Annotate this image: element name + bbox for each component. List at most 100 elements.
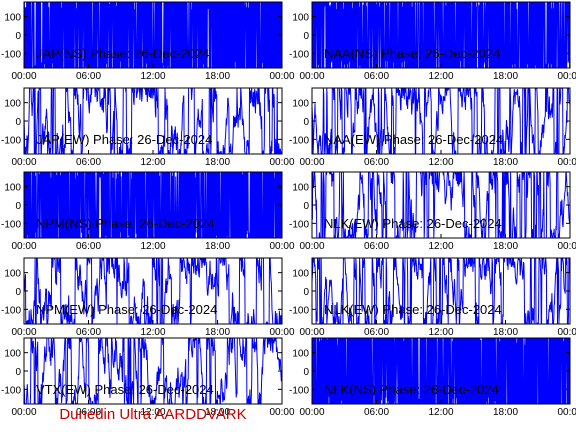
x-tick-label: 00:00 — [557, 407, 576, 418]
x-tick-label: 06:00 — [76, 407, 101, 418]
x-tick-label: 00:00 — [11, 71, 36, 82]
phase-panel: 1000-10000:0006:0012:0018:0000:00NAA(EW)… — [289, 87, 576, 168]
panel-label: NLK(NS) Phase: 26-Dec-2024 — [324, 382, 499, 397]
panel-label: NPM(NS) Phase: 26-Dec-2024 — [36, 216, 214, 231]
y-tick-label: 100 — [292, 269, 309, 280]
y-tick-label: 100 — [292, 183, 309, 194]
y-tick-label: 100 — [4, 13, 21, 24]
x-tick-label: 00:00 — [557, 157, 576, 168]
y-tick-label: -100 — [1, 49, 21, 60]
y-tick-label: 0 — [15, 367, 21, 378]
x-tick-label: 18:00 — [205, 327, 230, 338]
x-tick-label: 18:00 — [493, 327, 518, 338]
y-tick-label: 0 — [303, 201, 309, 212]
y-tick-label: 100 — [4, 183, 21, 194]
y-tick-label: 100 — [4, 349, 21, 360]
y-tick-label: -100 — [289, 49, 309, 60]
phase-trace — [24, 258, 282, 324]
x-tick-label: 06:00 — [364, 407, 389, 418]
y-tick-label: -100 — [1, 305, 21, 316]
y-tick-label: 100 — [292, 349, 309, 360]
y-tick-label: 0 — [15, 287, 21, 298]
x-tick-label: 00:00 — [299, 157, 324, 168]
x-tick-label: 06:00 — [364, 327, 389, 338]
phase-panel: 1000-10000:0006:0012:0018:0000:00NLK(NS)… — [289, 337, 576, 418]
x-tick-label: 00:00 — [269, 327, 294, 338]
x-tick-label: 00:00 — [11, 157, 36, 168]
x-tick-label: 12:00 — [428, 407, 453, 418]
y-tick-label: 100 — [4, 269, 21, 280]
phase-trace — [312, 88, 570, 154]
x-tick-label: 00:00 — [299, 407, 324, 418]
x-tick-label: 18:00 — [493, 157, 518, 168]
y-tick-label: -100 — [289, 305, 309, 316]
x-tick-label: 12:00 — [140, 327, 165, 338]
x-tick-label: 06:00 — [76, 157, 101, 168]
x-tick-label: 06:00 — [76, 327, 101, 338]
y-tick-label: 0 — [303, 367, 309, 378]
panel-label: JAP(EW) Phase: 26-Dec-2024 — [36, 132, 212, 147]
x-tick-label: 00:00 — [269, 407, 294, 418]
y-tick-label: -100 — [1, 385, 21, 396]
phase-trace — [312, 338, 570, 404]
x-tick-label: 06:00 — [364, 241, 389, 252]
phase-trace — [24, 172, 282, 238]
y-tick-label: -100 — [289, 385, 309, 396]
x-tick-label: 00:00 — [299, 327, 324, 338]
phase-panel: 1000-10000:0006:0012:0018:0000:00NLK(EW)… — [289, 171, 576, 252]
y-tick-label: 100 — [4, 99, 21, 110]
x-tick-label: 12:00 — [428, 71, 453, 82]
y-tick-label: 0 — [15, 117, 21, 128]
y-tick-label: 0 — [303, 117, 309, 128]
x-tick-label: 00:00 — [557, 241, 576, 252]
y-tick-label: 100 — [292, 13, 309, 24]
x-tick-label: 18:00 — [493, 407, 518, 418]
y-tick-label: 0 — [15, 31, 21, 42]
x-tick-label: 00:00 — [557, 327, 576, 338]
y-tick-label: -100 — [289, 135, 309, 146]
panel-label: VTX(EW) Phase: 26-Dec-2024 — [36, 382, 214, 397]
x-tick-label: 00:00 — [11, 327, 36, 338]
x-tick-label: 18:00 — [205, 407, 230, 418]
phase-trace — [312, 258, 570, 324]
y-tick-label: -100 — [1, 135, 21, 146]
phase-trace — [312, 172, 570, 238]
y-tick-label: -100 — [1, 219, 21, 230]
x-tick-label: 00:00 — [557, 71, 576, 82]
y-tick-label: 0 — [303, 31, 309, 42]
x-tick-label: 00:00 — [299, 241, 324, 252]
panel-label: JAP(NS) Phase: 26-Dec-2024 — [36, 46, 209, 61]
x-tick-label: 00:00 — [299, 71, 324, 82]
phase-trace — [312, 2, 570, 68]
x-tick-label: 00:00 — [269, 71, 294, 82]
x-tick-label: 12:00 — [140, 241, 165, 252]
phase-trace — [24, 338, 282, 404]
x-tick-label: 18:00 — [205, 71, 230, 82]
x-tick-label: 12:00 — [428, 241, 453, 252]
phase-panel: 1000-10000:0006:0012:0018:0000:00NAA(NS)… — [289, 1, 576, 82]
panel-label: NAA(NS) Phase: 26-Dec-2024 — [324, 46, 500, 61]
x-tick-label: 18:00 — [205, 241, 230, 252]
panel-label: NAA(EW) Phase: 26-Dec-2024 — [324, 132, 503, 147]
x-tick-label: 12:00 — [140, 157, 165, 168]
panel-label: NLK(EW) Phase: 26-Dec-2024 — [324, 302, 502, 317]
x-tick-label: 12:00 — [428, 327, 453, 338]
x-tick-label: 18:00 — [493, 241, 518, 252]
panel-label: NLK(EW) Phase: 26-Dec-2024 — [324, 216, 502, 231]
x-tick-label: 00:00 — [269, 241, 294, 252]
x-tick-label: 18:00 — [493, 71, 518, 82]
phase-trace — [24, 88, 282, 154]
x-tick-label: 06:00 — [364, 71, 389, 82]
x-tick-label: 06:00 — [76, 71, 101, 82]
y-tick-label: 0 — [303, 287, 309, 298]
x-tick-label: 12:00 — [140, 71, 165, 82]
x-tick-label: 06:00 — [76, 241, 101, 252]
y-tick-label: 100 — [292, 99, 309, 110]
footer-title: Dunedin Ultra AARDDVARK — [59, 406, 246, 423]
